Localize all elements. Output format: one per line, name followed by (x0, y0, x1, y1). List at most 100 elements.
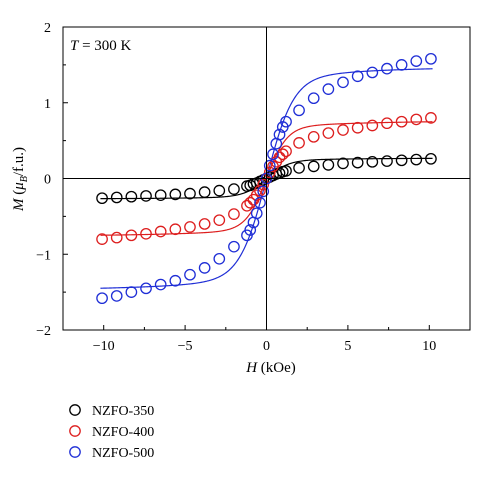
data-point-nzfo-500 (125, 286, 138, 298)
data-point-nzfo-500 (395, 59, 408, 71)
data-point-nzfo-350 (293, 162, 305, 174)
data-point-nzfo-350 (307, 160, 320, 173)
data-point-nzfo-350 (228, 183, 240, 195)
y-tick-label: 0 (44, 173, 51, 188)
y-tick-label: 2 (44, 21, 51, 36)
data-point-nzfo-500 (213, 252, 226, 265)
data-point-nzfo-400 (257, 178, 270, 191)
data-point-nzfo-400 (280, 145, 292, 158)
data-point-nzfo-350 (213, 184, 226, 197)
data-point-nzfo-400 (381, 117, 393, 130)
data-point-nzfo-500 (254, 196, 266, 209)
data-point-nzfo-400 (228, 208, 240, 220)
y-axis-label: M (μB/f.u.) (11, 147, 30, 212)
data-point-nzfo-500 (273, 128, 286, 141)
data-point-nzfo-400 (125, 229, 138, 242)
data-point-nzfo-500 (263, 159, 276, 172)
data-point-nzfo-350 (96, 192, 108, 205)
data-point-nzfo-400 (425, 112, 437, 124)
legend-label-nzfo-400: NZFO-400 (92, 425, 154, 440)
data-point-nzfo-400 (198, 218, 211, 230)
data-point-nzfo-400 (351, 121, 364, 134)
data-point-nzfo-400 (276, 148, 289, 161)
data-point-nzfo-400 (213, 214, 226, 227)
data-point-nzfo-500 (381, 62, 393, 75)
legend-marker-nzfo-400 (69, 425, 81, 437)
y-tick-label: 1 (44, 97, 51, 112)
data-point-nzfo-400 (110, 231, 123, 244)
y-axis-label-mu: μ (11, 182, 27, 191)
data-point-nzfo-350 (198, 186, 211, 198)
data-point-nzfo-350 (154, 189, 167, 202)
x-axis-label-italic: H (245, 360, 258, 376)
data-point-nzfo-500 (307, 92, 320, 105)
data-point-nzfo-350 (337, 157, 349, 170)
legend-label-nzfo-500: NZFO-500 (92, 446, 154, 461)
x-tick-label: 0 (263, 339, 270, 354)
data-point-nzfo-350 (169, 188, 182, 201)
data-point-nzfo-500 (184, 268, 196, 281)
data-point-nzfo-350 (351, 156, 364, 169)
data-point-nzfo-500 (322, 83, 335, 95)
data-point-nzfo-350 (366, 155, 379, 168)
data-point-nzfo-350 (322, 159, 335, 171)
data-point-nzfo-350 (110, 191, 123, 204)
data-point-nzfo-400 (169, 223, 182, 236)
legend: NZFO-350 NZFO-400 NZFO-500 (69, 404, 154, 461)
y-axis-label-open: ( (11, 190, 27, 199)
x-axis-label: H (kOe) (245, 360, 296, 376)
data-point-nzfo-400 (154, 225, 167, 238)
data-point-nzfo-500 (257, 185, 270, 198)
x-tick-label: −5 (178, 339, 193, 354)
data-point-nzfo-400 (337, 124, 349, 136)
data-point-nzfo-400 (184, 221, 196, 233)
data-point-nzfo-400 (241, 199, 253, 212)
annotation-italic: T (70, 38, 80, 54)
temperature-annotation: T = 300 K (70, 38, 132, 54)
data-point-nzfo-350 (425, 152, 437, 165)
data-markers (96, 52, 437, 305)
data-point-nzfo-400 (96, 233, 108, 245)
data-point-nzfo-500 (337, 76, 349, 89)
x-axis-label-text: (kOe) (257, 360, 296, 376)
annotation-text: = 300 K (78, 38, 131, 54)
data-point-nzfo-350 (280, 165, 292, 177)
data-point-nzfo-350 (395, 154, 408, 167)
data-point-nzfo-400 (273, 151, 286, 164)
y-axis-label-sub: B (19, 176, 30, 182)
data-point-nzfo-500 (198, 262, 211, 274)
data-point-nzfo-500 (169, 274, 182, 287)
y-axis-label-italic: M (11, 197, 27, 212)
data-point-nzfo-350 (184, 187, 196, 200)
data-point-nzfo-500 (293, 104, 305, 117)
data-point-nzfo-500 (250, 207, 263, 220)
data-point-nzfo-500 (140, 282, 152, 295)
x-tick-label: 5 (344, 339, 351, 354)
data-point-nzfo-400 (395, 115, 408, 128)
x-tick-label: −10 (93, 339, 115, 354)
data-point-nzfo-400 (307, 130, 320, 143)
legend-marker-nzfo-350 (69, 404, 81, 416)
data-point-nzfo-400 (140, 227, 152, 240)
y-axis-label-close: /f.u.) (11, 147, 27, 176)
data-point-nzfo-500 (244, 224, 257, 236)
data-point-nzfo-500 (425, 52, 437, 65)
axis-ticks (62, 26, 471, 331)
x-tick-label: 10 (422, 339, 436, 354)
data-point-nzfo-500 (351, 70, 364, 83)
data-point-nzfo-500 (267, 148, 279, 161)
data-point-nzfo-350 (381, 155, 393, 167)
data-point-nzfo-500 (228, 240, 240, 253)
data-point-nzfo-500 (96, 292, 108, 305)
data-point-nzfo-500 (154, 278, 167, 291)
data-point-nzfo-400 (410, 113, 423, 126)
y-tick-label: −2 (36, 324, 51, 339)
data-point-nzfo-400 (263, 166, 276, 179)
data-point-nzfo-400 (293, 137, 305, 149)
y-tick-label: −1 (36, 248, 51, 263)
data-point-nzfo-400 (322, 127, 335, 139)
data-point-nzfo-500 (410, 55, 423, 67)
data-point-nzfo-400 (366, 119, 379, 132)
legend-label-nzfo-350: NZFO-350 (92, 404, 154, 419)
